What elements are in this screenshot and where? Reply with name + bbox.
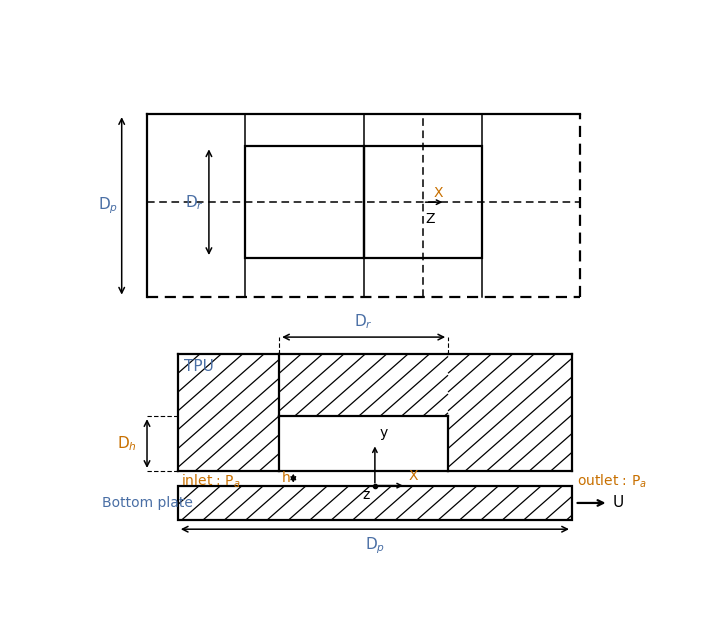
Text: z: z xyxy=(362,488,370,502)
Text: h: h xyxy=(282,471,290,485)
Text: D$_r$: D$_r$ xyxy=(185,193,204,212)
Text: outlet : P$_a$: outlet : P$_a$ xyxy=(577,473,648,490)
Text: Z: Z xyxy=(425,212,435,226)
Text: y: y xyxy=(380,426,388,440)
Text: D$_p$: D$_p$ xyxy=(364,535,385,556)
Text: U: U xyxy=(612,496,624,511)
Text: D$_h$: D$_h$ xyxy=(118,434,137,453)
Text: inlet : P$_a$: inlet : P$_a$ xyxy=(181,473,240,490)
Text: TPU: TPU xyxy=(184,359,213,374)
Text: X: X xyxy=(434,186,444,200)
Bar xyxy=(245,147,364,258)
Text: Bottom plate: Bottom plate xyxy=(102,496,193,510)
Text: D$_p$: D$_p$ xyxy=(97,195,118,216)
Bar xyxy=(364,147,482,258)
Text: D$_r$: D$_r$ xyxy=(354,312,373,331)
Bar xyxy=(178,485,572,520)
Text: X: X xyxy=(409,469,418,483)
